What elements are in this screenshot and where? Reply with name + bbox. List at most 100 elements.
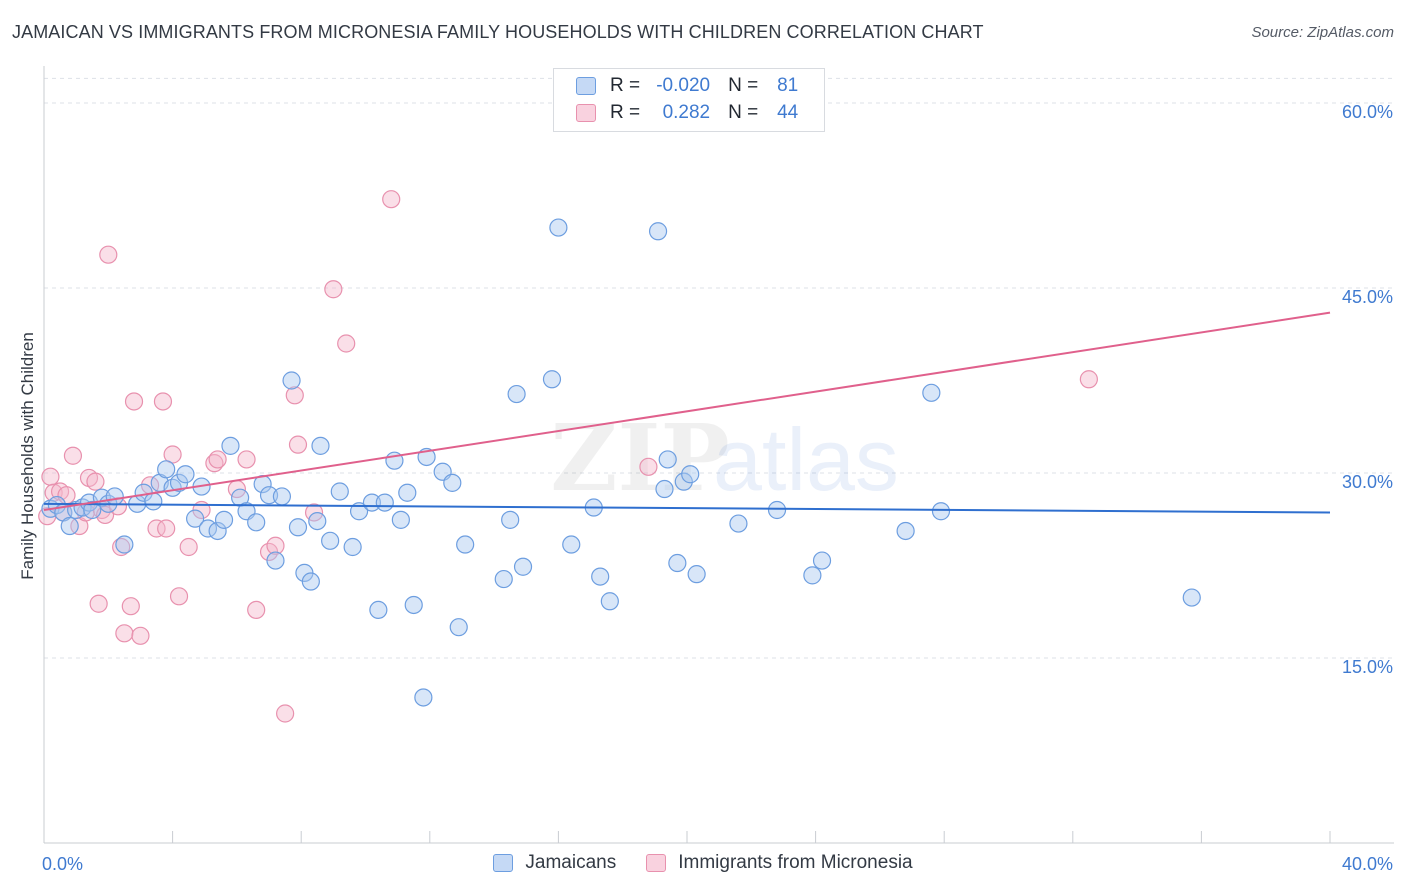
jamaican-point [259,486,279,505]
micronesia-point [112,537,131,557]
legend-item-micronesia[interactable]: Immigrants from Micronesia [646,852,913,874]
jamaican-point [83,500,102,520]
jamaican-point [414,688,433,707]
jamaican-point [404,595,423,615]
micronesia-point [285,386,304,405]
micronesia-point [639,457,658,476]
legend-row-micronesia: R = 0.282 N = 44 [576,102,798,124]
jamaican-point [1182,588,1201,607]
jamaican-point [221,436,240,455]
source-attribution: Source: ZipAtlas.com [1251,24,1394,41]
jamaican-point [931,502,951,521]
jamaican-point [443,473,462,492]
jamaican-point [456,535,475,554]
jamaican-point [674,472,693,491]
jamaican-point [186,509,205,528]
jamaican-point [60,516,79,536]
jamaican-point [176,465,195,484]
jamaican-point [591,567,610,586]
micronesia-point [276,704,295,723]
jamaican-point [208,521,227,541]
legend-n-value: 44 [777,102,799,123]
jamaicans-trend-line [43,502,1331,514]
jamaican-point [562,535,581,554]
y-tick-label: 45.0% [1342,287,1393,307]
x-tick-label: 40.0% [1342,854,1393,874]
x-tick-label: 0.0% [42,854,83,874]
jamaican-point [369,600,388,620]
legend-r-value: 0.282 [662,102,711,123]
micronesia-point [1079,370,1098,389]
jamaican-point [655,479,674,499]
micronesia-point [337,334,356,353]
micronesia-point [237,450,256,469]
legend-swatch-pink [576,104,596,122]
micronesia-point [121,597,140,616]
jamaican-point [157,460,176,479]
jamaican-point [922,383,941,402]
micronesia-point [131,626,150,645]
legend-swatch-blue [493,854,514,872]
micronesia-point [86,472,105,491]
jamaican-point [449,618,468,637]
chart-title: JAMAICAN VS IMMIGRANTS FROM MICRONESIA F… [12,22,984,42]
jamaican-point [398,483,417,502]
jamaican-point [288,518,308,537]
micronesia-point [157,519,176,538]
micronesia-point [266,536,285,555]
jamaican-point [542,370,562,389]
jamaican-point [308,511,327,531]
axes [43,66,1394,844]
jamaican-point [330,482,349,501]
jamaican-point [311,436,330,455]
jamaican-point [729,514,748,533]
jamaican-point [687,565,706,584]
stats-legend: R = -0.020 N = 81 R = 0.282 N = 44 [553,68,825,132]
micronesia-point [124,392,144,411]
jamaican-point [648,222,668,241]
micronesia-point [99,245,118,264]
micronesia-point [147,519,166,538]
jamaican-point [501,510,520,529]
jamaican-point [600,592,619,611]
micronesia-point [89,594,108,613]
legend-label-micronesia: Immigrants from Micronesia [678,852,913,873]
jamaican-point [214,510,234,529]
series-legend: Jamaicans Immigrants from Micronesia [0,852,1406,874]
jamaican-point [767,500,787,520]
jamaican-point [391,510,410,529]
series-jamaicans-points [41,218,1201,707]
tick-labels: 15.0% 30.0% 45.0% 60.0% 0.0% 40.0% [42,102,1393,874]
jamaican-point [343,537,362,557]
watermark-zip: ZIP [550,404,729,512]
jamaican-point [681,465,700,484]
legend-n-label: N = [728,75,759,96]
jamaican-point [513,557,533,576]
micronesia-point [115,624,134,643]
jamaican-point [282,371,301,390]
micronesia-point [324,280,343,299]
legend-label-jamaicans: Jamaicans [525,852,617,873]
micronesia-point [382,190,401,209]
legend-item-jamaicans[interactable]: Jamaicans [493,852,616,874]
legend-n-label: N = [728,102,759,123]
jamaican-point [321,531,340,550]
legend-swatch-pink [646,854,667,872]
jamaican-point [272,487,292,506]
legend-r-label: R = [610,102,641,123]
y-tick-label: 60.0% [1342,102,1393,122]
jamaican-point [507,384,526,404]
jamaican-point [658,450,677,469]
micronesia-point [63,446,83,465]
jamaican-point [115,535,134,554]
micronesia-point [288,435,308,454]
watermark-atlas: atlas [713,410,899,509]
jamaican-point [812,551,832,570]
jamaican-point [494,569,513,589]
legend-n-value: 81 [777,75,799,96]
jamaican-point [668,553,687,573]
gridlines [44,77,1394,659]
micronesia-point [169,587,189,606]
jamaican-point [549,218,568,237]
y-tick-label: 15.0% [1342,657,1393,677]
